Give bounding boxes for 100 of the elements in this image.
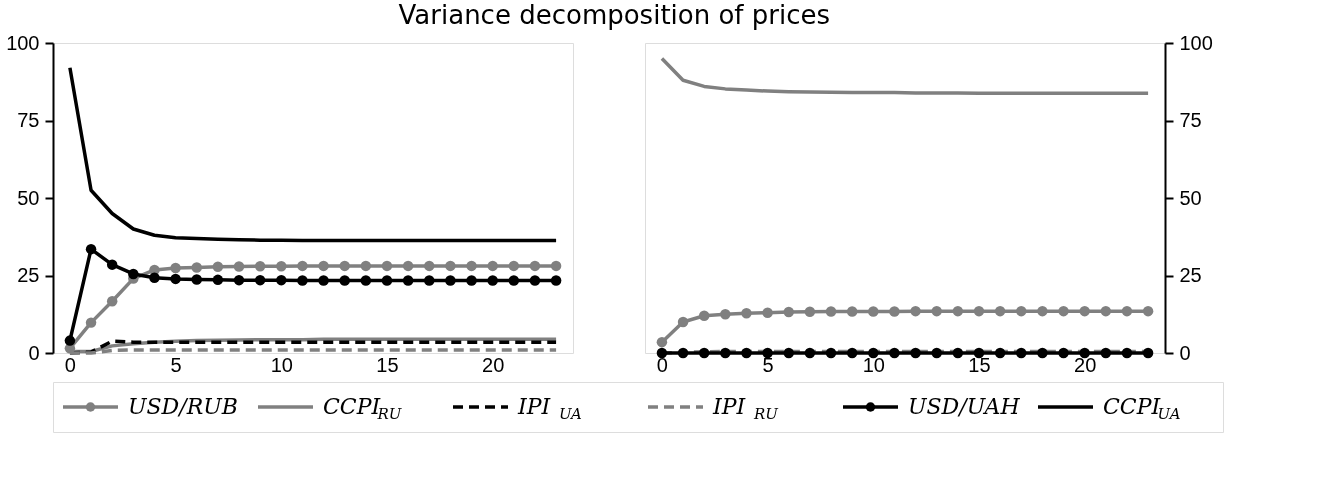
point — [339, 275, 350, 286]
x-tick-label: 5 — [170, 353, 182, 376]
point — [973, 347, 985, 359]
point — [1121, 305, 1133, 317]
point — [910, 305, 921, 317]
point — [1100, 347, 1112, 359]
x-tick-label: 15 — [968, 353, 991, 376]
point — [825, 347, 837, 359]
point — [466, 260, 477, 272]
point — [276, 274, 287, 286]
point — [1016, 305, 1027, 317]
point — [889, 306, 900, 317]
point — [106, 296, 118, 307]
point — [1142, 347, 1154, 359]
point — [1079, 347, 1090, 359]
point — [529, 275, 541, 286]
line-series — [660, 56, 1150, 95]
point — [994, 305, 1006, 317]
point — [846, 306, 858, 317]
y-tick-label: 75 — [17, 109, 40, 131]
x-tick-label: 5 — [762, 353, 774, 376]
point — [550, 260, 562, 272]
point — [191, 274, 202, 285]
point — [889, 347, 900, 359]
point — [170, 273, 181, 285]
point — [339, 260, 350, 272]
point — [254, 274, 266, 286]
point — [952, 305, 964, 317]
point — [318, 260, 329, 272]
x-tick-label: 15 — [376, 353, 399, 376]
point — [1142, 305, 1154, 317]
point — [677, 316, 689, 328]
x-tick-label: 10 — [270, 353, 293, 376]
point — [170, 262, 181, 274]
point — [212, 274, 224, 286]
point — [804, 347, 816, 359]
point — [445, 260, 456, 272]
point — [402, 260, 414, 272]
point — [212, 261, 224, 273]
point — [64, 335, 76, 346]
point — [762, 307, 773, 318]
point — [910, 347, 921, 359]
point — [149, 272, 160, 283]
point — [931, 347, 942, 359]
y-tick-label: 100 — [6, 31, 40, 54]
point — [973, 305, 985, 317]
point — [868, 347, 879, 359]
point — [85, 243, 97, 255]
point — [424, 275, 435, 286]
y-tick-label: 50 — [17, 186, 40, 209]
x-tick-label: 0 — [64, 353, 76, 376]
point — [550, 275, 562, 286]
chart-title: Variance decomposition of prices — [398, 0, 831, 30]
point — [741, 347, 752, 359]
point — [508, 275, 520, 286]
point — [1037, 347, 1048, 359]
y-tick-label: 50 — [1179, 186, 1202, 209]
point — [1079, 305, 1090, 317]
x-tick-label: 10 — [862, 353, 885, 376]
point — [360, 260, 372, 272]
point — [931, 305, 942, 317]
point — [952, 347, 964, 359]
point — [656, 336, 668, 348]
point — [783, 306, 794, 318]
point — [1016, 347, 1027, 359]
y-tick-label: 25 — [1179, 264, 1202, 286]
point — [720, 309, 731, 320]
point — [318, 275, 329, 286]
point — [508, 260, 520, 272]
point — [825, 306, 837, 317]
point — [381, 275, 393, 286]
point — [445, 275, 456, 286]
point — [1100, 305, 1112, 317]
point — [783, 347, 794, 359]
point — [741, 308, 752, 319]
point — [868, 306, 879, 317]
point — [994, 347, 1006, 359]
point — [698, 347, 710, 359]
point — [1121, 347, 1133, 359]
point — [233, 274, 245, 286]
point — [762, 347, 773, 359]
legend-label: USD/RUB — [128, 394, 238, 419]
point — [529, 260, 541, 272]
point — [698, 310, 710, 322]
y-tick-label: 75 — [1179, 109, 1202, 131]
point — [297, 275, 308, 286]
point — [487, 275, 498, 286]
x-tick-label: 20 — [482, 353, 505, 376]
y-tick-label: 25 — [17, 264, 40, 286]
point — [487, 260, 498, 272]
point — [1058, 347, 1069, 359]
point — [106, 259, 118, 270]
point — [466, 275, 477, 286]
point — [254, 260, 266, 272]
point — [360, 275, 372, 286]
point — [1037, 305, 1048, 317]
point — [402, 275, 414, 286]
point — [128, 268, 139, 280]
point — [85, 317, 97, 328]
legend-label: USD/UAH — [908, 394, 1021, 419]
